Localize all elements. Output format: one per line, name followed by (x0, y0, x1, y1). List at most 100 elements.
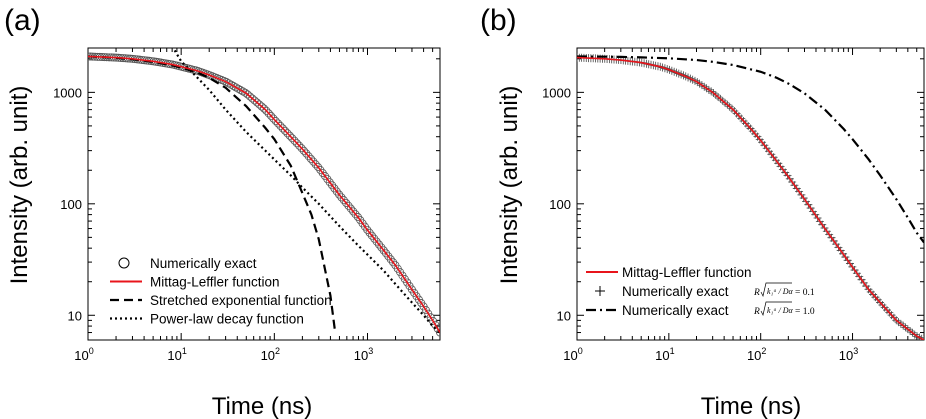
panel-b-x-tick-label: 102 (747, 346, 766, 363)
panel-a-series-0-point (227, 80, 236, 89)
panel-a-y-tick-label: 10 (68, 308, 82, 323)
panel-b-series-group (577, 53, 924, 340)
panel-a-series-0-point (264, 109, 273, 118)
panel-b-x-axis-label: Time (ns) (701, 393, 801, 419)
panel-a-series-0-point (276, 121, 285, 130)
panel-a-series-0-point (313, 162, 322, 171)
panel-a-series-1-line (88, 55, 440, 333)
panel-a-legend: Numerically exact Mittag-Leffler function… (110, 256, 332, 327)
panel-a-series-0-point (386, 255, 395, 264)
panel-a-legend-label-3: Power-law decay function (150, 312, 304, 327)
panel-a-series-0-point (257, 102, 266, 111)
panel-a-x-tick-label: 100 (74, 346, 93, 363)
panel-a-series-0-point (243, 90, 252, 99)
panel-b-y-tick-label: 10 (557, 308, 571, 323)
panel-a-series-0-point (367, 231, 376, 240)
panel-a-series-0-point (248, 94, 257, 103)
panel-a-plot-area: 100 101 102 103 10 100 1000 (53, 47, 441, 363)
panel-a-series-0-point (224, 79, 233, 88)
panel-a-series-0-point (306, 154, 315, 163)
panel-b-x-tick-label: 103 (839, 346, 858, 363)
panel-a-series-0-point (372, 237, 381, 246)
panel-a-legend-label-0: Numerically exact (150, 256, 257, 271)
panel-a-series-0-point (236, 86, 245, 95)
panel-a-series-0-point (384, 252, 393, 261)
panel-b-y-axis-label: Intensity (arb. unit) (496, 86, 523, 285)
panel-a: (a) Intensity (arb. unit) Time (ns) 100 1… (4, 4, 441, 419)
svg-text:k₁ᵅ / Dα: k₁ᵅ / Dα (767, 287, 794, 296)
panel-b-legend-symbol-1 (595, 286, 605, 296)
panel-a-series-0-point (436, 328, 440, 337)
panel-a-series-0-point (309, 157, 318, 166)
panel-a-x-tick-label: 102 (261, 346, 280, 363)
panel-a-series-0-point (302, 149, 311, 158)
panel-a-series-0-point (238, 87, 247, 96)
panel-a-series-0-point (278, 124, 287, 133)
panel-a-series-0-point (250, 96, 259, 105)
panel-a-series-0-point (349, 207, 358, 216)
panel-a-series-0-point (267, 111, 276, 120)
panel-b-legend-label-0: Mittag-Leffler function (622, 265, 752, 280)
panel-a-series-0-point (299, 146, 308, 155)
panel-a-series-0-point (222, 78, 231, 87)
panel-a-series-0-point (234, 84, 243, 93)
panel-a-series-0-point (271, 117, 280, 126)
panel-b-x-tick-label: 101 (655, 346, 674, 363)
panel-a-series-0-point (245, 92, 254, 101)
svg-text:= 1.0: = 1.0 (795, 307, 815, 317)
panel-a-plot-frame (87, 47, 441, 341)
svg-text:k₁ᵅ / Dα: k₁ᵅ / Dα (767, 306, 794, 315)
panel-b-series-0-line (577, 56, 924, 340)
panel-b-x-tick-label: 100 (563, 346, 582, 363)
panel-a-series-0-point (389, 258, 398, 267)
panel-a-x-axis-label: Time (ns) (212, 393, 312, 419)
panel-a-series-0-point (231, 83, 240, 92)
svg-text:R: R (753, 307, 760, 317)
panel-a-series-0-point (342, 198, 351, 207)
panel-b-series-2-line (577, 55, 924, 244)
panel-a-series-0-point (370, 234, 379, 243)
panel-a-series-0-point (344, 201, 353, 210)
panel-a-series-0-point (229, 82, 238, 91)
panel-a-series-0-point (335, 190, 344, 199)
panel-a-series-2-line (88, 55, 337, 333)
panel-a-series-0-point (382, 249, 391, 258)
panel-a-series-0-point (255, 100, 264, 109)
panel-b-legend-label-1: Numerically exact (622, 284, 729, 299)
panel-a-series-0-point (269, 114, 278, 123)
panel-a-series-0-point (311, 160, 320, 169)
panel-a-series-0-point (351, 210, 360, 219)
panel-a-x-tick-label: 103 (354, 346, 373, 363)
panel-b-label: (b) (480, 4, 517, 37)
panel-a-series-0-point (377, 243, 386, 252)
panel-a-series-0-point (259, 104, 268, 113)
panel-b-plot-area: 100 101 102 103 10 100 1000 (542, 47, 925, 363)
panel-a-series-0-point (290, 136, 299, 145)
panel-a-series-0-point (262, 106, 271, 115)
panel-a-series-0-point (283, 129, 292, 138)
panel-a-series-0-point (288, 134, 297, 143)
panel-a-series-0-point (252, 98, 261, 107)
svg-text:R: R (753, 288, 760, 298)
panel-b-legend: Mittag-Leffler function Numerically exact… (586, 265, 815, 318)
panel-a-series-0-point (363, 225, 372, 234)
panel-a-x-tick-label: 101 (167, 346, 186, 363)
panel-a-series-0-point (274, 119, 283, 128)
panel-a-series-0-point (337, 193, 346, 202)
panel-a-legend-label-2: Stretched exponential function (150, 293, 332, 308)
panel-b-legend-label-2: Numerically exact (622, 303, 729, 318)
panel-b-y-tick-label: 1000 (542, 85, 571, 100)
panel-a-series-0-point (379, 246, 388, 255)
panel-a-label: (a) (4, 4, 41, 37)
panel-a-series-0-point (304, 152, 313, 161)
panel-b: (b) Intensity (arb. unit) Time (ns) 100 1… (480, 4, 925, 419)
panel-a-series-group (88, 48, 440, 337)
panel-a-y-axis-label: Intensity (arb. unit) (6, 86, 33, 285)
panel-a-series-0-point (295, 141, 304, 150)
panel-a-series-0-point (339, 196, 348, 205)
svg-text:= 0.1: = 0.1 (795, 288, 815, 298)
panel-a-series-0-point (297, 144, 306, 153)
